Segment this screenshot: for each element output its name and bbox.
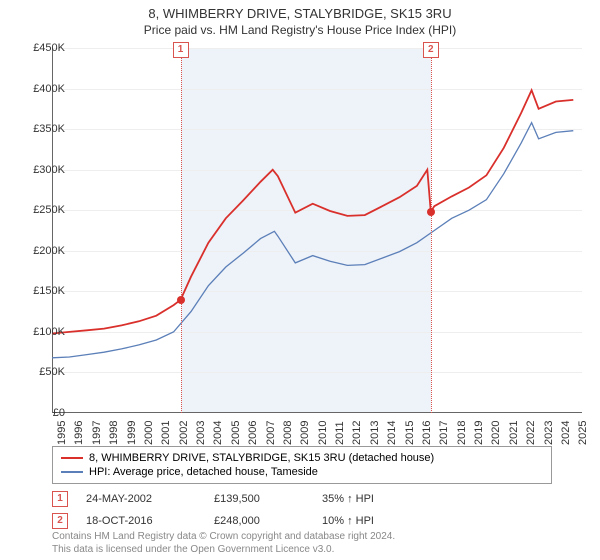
- x-tick-label: 2011: [334, 421, 346, 445]
- series-price_paid: [52, 90, 573, 333]
- y-tick-label: £0: [15, 407, 65, 419]
- sale-delta: 35% ↑ HPI: [322, 493, 374, 505]
- legend-item: 8, WHIMBERRY DRIVE, STALYBRIDGE, SK15 3R…: [61, 451, 543, 465]
- sale-date: 18-OCT-2016: [86, 515, 196, 527]
- line-series: [52, 48, 582, 413]
- chart-title: 8, WHIMBERRY DRIVE, STALYBRIDGE, SK15 3R…: [0, 0, 600, 21]
- x-tick-label: 2001: [160, 421, 172, 445]
- x-tick-label: 1997: [91, 421, 103, 445]
- chart-subtitle: Price paid vs. HM Land Registry's House …: [0, 21, 600, 41]
- x-tick-label: 2000: [143, 421, 155, 445]
- y-tick-label: £350K: [15, 123, 65, 135]
- x-tick-label: 2010: [317, 421, 329, 445]
- sale-dot: [427, 208, 435, 216]
- sale-dot: [177, 296, 185, 304]
- x-tick-label: 2007: [265, 421, 277, 445]
- sale-price: £139,500: [214, 493, 304, 505]
- sale-delta: 10% ↑ HPI: [322, 515, 374, 527]
- x-tick-label: 1995: [56, 421, 68, 445]
- legend-box: 8, WHIMBERRY DRIVE, STALYBRIDGE, SK15 3R…: [52, 446, 552, 484]
- y-tick-label: £150K: [15, 285, 65, 297]
- x-tick-label: 2005: [230, 421, 242, 445]
- x-tick-label: 2015: [404, 421, 416, 445]
- x-tick-label: 2012: [351, 421, 363, 445]
- x-tick-label: 2018: [456, 421, 468, 445]
- x-tick-label: 2021: [508, 421, 520, 445]
- x-tick-label: 1996: [73, 421, 85, 445]
- footnote-line: Contains HM Land Registry data © Crown c…: [52, 530, 395, 543]
- x-tick-label: 2006: [247, 421, 259, 445]
- y-tick-label: £400K: [15, 83, 65, 95]
- x-tick-label: 2014: [386, 421, 398, 445]
- y-tick-label: £50K: [15, 366, 65, 378]
- x-tick-label: 2009: [299, 421, 311, 445]
- x-tick-label: 2008: [282, 421, 294, 445]
- event-marker: 1: [173, 42, 189, 58]
- x-tick-label: 1999: [126, 421, 138, 445]
- sale-row: 2 18-OCT-2016 £248,000 10% ↑ HPI: [52, 510, 562, 532]
- legend-label: HPI: Average price, detached house, Tame…: [89, 466, 318, 478]
- x-tick-label: 1998: [108, 421, 120, 445]
- y-tick-label: £450K: [15, 42, 65, 54]
- x-tick-label: 2016: [421, 421, 433, 445]
- x-tick-label: 2017: [438, 421, 450, 445]
- chart-container: 8, WHIMBERRY DRIVE, STALYBRIDGE, SK15 3R…: [0, 0, 600, 560]
- chart-area: 12: [52, 48, 582, 413]
- x-tick-label: 2019: [473, 421, 485, 445]
- footnote: Contains HM Land Registry data © Crown c…: [52, 530, 395, 556]
- x-tick-label: 2022: [525, 421, 537, 445]
- sale-marker-box: 1: [52, 491, 68, 507]
- y-tick-label: £100K: [15, 326, 65, 338]
- y-tick-label: £200K: [15, 245, 65, 257]
- x-tick-label: 2020: [490, 421, 502, 445]
- x-tick-label: 2002: [178, 421, 190, 445]
- x-tick-label: 2025: [577, 421, 589, 445]
- legend-swatch: [61, 457, 83, 459]
- sale-date: 24-MAY-2002: [86, 493, 196, 505]
- event-marker: 2: [423, 42, 439, 58]
- x-tick-label: 2004: [212, 421, 224, 445]
- sales-list: 1 24-MAY-2002 £139,500 35% ↑ HPI 2 18-OCT-201…: [52, 488, 562, 532]
- x-tick-label: 2023: [543, 421, 555, 445]
- legend-swatch: [61, 471, 83, 473]
- x-tick-label: 2003: [195, 421, 207, 445]
- x-tick-label: 2013: [369, 421, 381, 445]
- footnote-line: This data is licensed under the Open Gov…: [52, 543, 395, 556]
- sale-row: 1 24-MAY-2002 £139,500 35% ↑ HPI: [52, 488, 562, 510]
- y-tick-label: £300K: [15, 164, 65, 176]
- legend-label: 8, WHIMBERRY DRIVE, STALYBRIDGE, SK15 3R…: [89, 452, 434, 464]
- x-tick-label: 2024: [560, 421, 572, 445]
- y-tick-label: £250K: [15, 204, 65, 216]
- sale-marker-box: 2: [52, 513, 68, 529]
- legend-item: HPI: Average price, detached house, Tame…: [61, 465, 543, 479]
- sale-price: £248,000: [214, 515, 304, 527]
